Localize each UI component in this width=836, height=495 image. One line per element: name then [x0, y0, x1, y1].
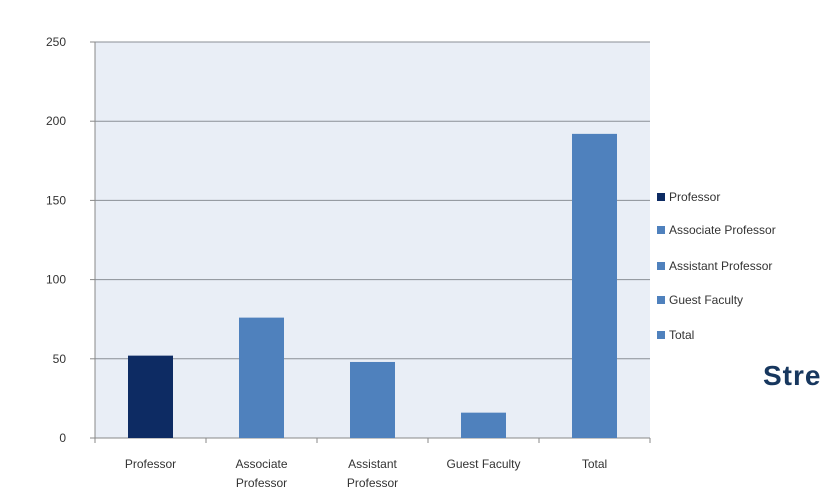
legend-item-total: Total [657, 326, 694, 344]
y-tick-label: 250 [46, 35, 66, 49]
legend-swatch [657, 193, 665, 201]
legend-item-guest-faculty: Guest Faculty [657, 291, 743, 309]
x-tick-label: Professor [125, 457, 176, 471]
bar [572, 133, 617, 438]
legend-item-assistant-professor: Assistant Professor [657, 257, 772, 275]
bar [350, 361, 395, 438]
y-tick-label: 100 [46, 273, 66, 287]
cropped-heading-text: Stre [763, 360, 822, 391]
bar [461, 412, 506, 438]
y-tick-label: 50 [53, 352, 67, 366]
x-tick-label: Assistant Professor [347, 457, 398, 490]
legend-swatch [657, 331, 665, 339]
x-tick-label: Guest Faculty [446, 457, 520, 471]
legend-swatch [657, 226, 665, 234]
x-tick-label: Associate Professor [235, 457, 287, 490]
bar [239, 317, 284, 438]
legend-label: Associate Professor [669, 223, 776, 237]
legend-label: Guest Faculty [669, 293, 744, 307]
y-tick-label: 200 [46, 114, 66, 128]
y-tick-label: 150 [46, 193, 66, 207]
y-tick-label: 0 [59, 431, 66, 445]
legend-item-associate-professor: Associate Professor [657, 221, 776, 239]
x-tick-label: Total [582, 457, 607, 471]
bar [128, 355, 173, 438]
chart-legend: Professor Associate Professor Assistant … [657, 188, 836, 348]
legend-swatch [657, 296, 665, 304]
legend-label: Total [669, 328, 695, 342]
legend-label: Assistant Professor [669, 259, 773, 273]
legend-item-professor: Professor [657, 188, 720, 206]
legend-label: Professor [669, 190, 721, 204]
legend-swatch [657, 262, 665, 270]
